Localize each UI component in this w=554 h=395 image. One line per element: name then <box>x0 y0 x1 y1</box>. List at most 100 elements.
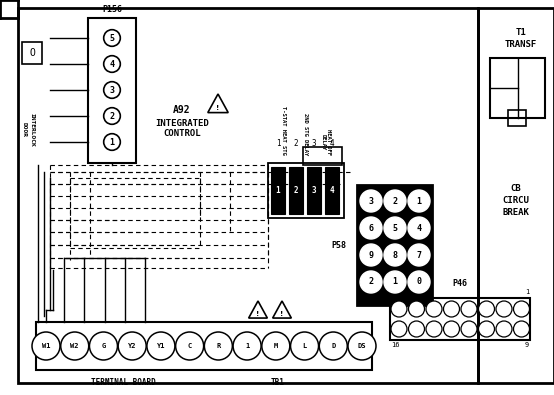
Circle shape <box>104 82 120 98</box>
Text: 2ND STG DELAY: 2ND STG DELAY <box>302 113 307 155</box>
Text: 3: 3 <box>312 139 316 147</box>
Circle shape <box>233 332 261 360</box>
Circle shape <box>319 332 347 360</box>
Text: 1: 1 <box>276 186 280 195</box>
Circle shape <box>204 332 232 360</box>
Text: 4: 4 <box>417 224 422 233</box>
Polygon shape <box>249 301 268 318</box>
Circle shape <box>118 332 146 360</box>
Text: TB1: TB1 <box>271 378 285 387</box>
Bar <box>88 18 136 163</box>
Circle shape <box>496 321 512 337</box>
Bar <box>478 8 554 383</box>
Text: P156: P156 <box>102 5 122 14</box>
Circle shape <box>391 321 407 337</box>
Circle shape <box>461 321 477 337</box>
Circle shape <box>290 332 319 360</box>
Text: 2: 2 <box>294 139 298 147</box>
Text: 8: 8 <box>392 250 398 260</box>
Circle shape <box>514 321 530 337</box>
Text: 1: 1 <box>245 343 249 349</box>
Bar <box>22 42 42 64</box>
Bar <box>18 8 478 383</box>
Circle shape <box>262 332 290 360</box>
Circle shape <box>104 56 120 72</box>
Text: HEAT OFF
DELAY: HEAT OFF DELAY <box>321 129 331 155</box>
Text: 1: 1 <box>110 137 115 147</box>
Circle shape <box>176 332 204 360</box>
Bar <box>36 322 372 370</box>
Circle shape <box>426 321 442 337</box>
Bar <box>307 167 321 214</box>
Text: 6: 6 <box>368 224 373 233</box>
Text: 3: 3 <box>368 196 373 205</box>
Circle shape <box>61 332 89 360</box>
Text: !: ! <box>280 310 284 317</box>
Text: TERMINAL BOARD: TERMINAL BOARD <box>91 378 156 387</box>
Text: Y1: Y1 <box>157 343 165 349</box>
Circle shape <box>479 301 495 317</box>
Circle shape <box>391 301 407 317</box>
Polygon shape <box>208 94 228 113</box>
Bar <box>357 185 432 305</box>
Text: BREAK: BREAK <box>502 207 530 216</box>
Text: 8: 8 <box>391 289 395 295</box>
Circle shape <box>32 332 60 360</box>
Text: CB: CB <box>511 184 521 192</box>
Circle shape <box>408 217 430 239</box>
Bar <box>390 298 530 340</box>
Text: 3: 3 <box>110 85 115 94</box>
Text: C: C <box>187 343 192 349</box>
Text: 5: 5 <box>110 34 115 43</box>
Text: 0: 0 <box>417 278 422 286</box>
Text: W2: W2 <box>70 343 79 349</box>
Text: L: L <box>302 343 307 349</box>
Circle shape <box>348 332 376 360</box>
Circle shape <box>104 30 120 46</box>
Circle shape <box>444 321 459 337</box>
Bar <box>325 167 339 214</box>
Circle shape <box>408 244 430 266</box>
Text: 1: 1 <box>525 289 529 295</box>
Text: 1: 1 <box>417 196 422 205</box>
Bar <box>268 163 344 218</box>
Circle shape <box>147 332 175 360</box>
Circle shape <box>384 217 406 239</box>
Text: D: D <box>331 343 335 349</box>
Text: 4: 4 <box>110 60 115 68</box>
Text: CONTROL: CONTROL <box>163 130 201 139</box>
Text: !: ! <box>257 310 260 317</box>
Circle shape <box>384 190 406 212</box>
Text: 4: 4 <box>330 186 334 195</box>
Text: 3: 3 <box>312 186 316 195</box>
Circle shape <box>408 271 430 293</box>
Text: 16: 16 <box>391 342 399 348</box>
Text: TRANSF: TRANSF <box>505 40 537 49</box>
Circle shape <box>426 301 442 317</box>
Text: 2: 2 <box>368 278 373 286</box>
Text: 4: 4 <box>330 139 334 147</box>
Text: T1: T1 <box>516 28 526 37</box>
Text: G: G <box>101 343 106 349</box>
Text: DOOR: DOOR <box>22 122 27 137</box>
Circle shape <box>89 332 117 360</box>
Circle shape <box>408 301 424 317</box>
Circle shape <box>408 190 430 212</box>
Text: 5: 5 <box>392 224 398 233</box>
Text: INTERLOCK: INTERLOCK <box>29 113 34 147</box>
Text: O: O <box>29 48 35 58</box>
Text: CIRCU: CIRCU <box>502 196 530 205</box>
Circle shape <box>384 271 406 293</box>
Bar <box>271 167 285 214</box>
Polygon shape <box>273 301 291 318</box>
Text: 2: 2 <box>392 196 398 205</box>
Text: INTEGRATED: INTEGRATED <box>155 118 209 128</box>
Text: R: R <box>216 343 220 349</box>
Circle shape <box>461 301 477 317</box>
Circle shape <box>360 190 382 212</box>
Text: 2: 2 <box>110 111 115 120</box>
Text: Y2: Y2 <box>128 343 136 349</box>
Circle shape <box>496 301 512 317</box>
Circle shape <box>104 108 120 124</box>
Text: T-STAT HEAT STG: T-STAT HEAT STG <box>281 106 286 155</box>
